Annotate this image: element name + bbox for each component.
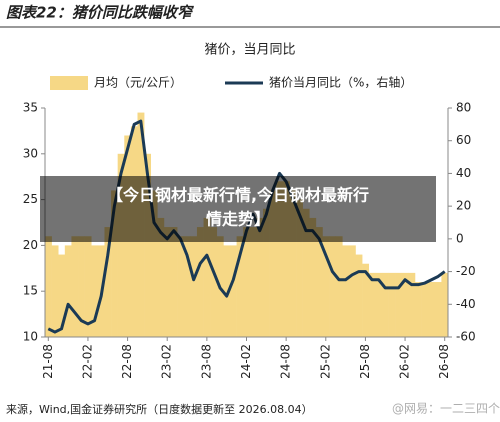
bar bbox=[249, 227, 257, 337]
x-tick-label: 24-08 bbox=[279, 344, 293, 379]
bar bbox=[335, 236, 343, 337]
legend-label: 月均（元/公斤） bbox=[94, 76, 182, 90]
source: 来源，Wind,国金证券研究所（日度数据更新至 2026.08.04） bbox=[6, 402, 313, 416]
bar bbox=[434, 282, 442, 337]
bar bbox=[104, 227, 112, 337]
bar bbox=[163, 227, 171, 337]
bar bbox=[362, 263, 370, 337]
bar bbox=[355, 254, 363, 337]
bar bbox=[441, 272, 449, 337]
x-tick-label: 26-02 bbox=[398, 344, 412, 379]
x-tick-label: 23-02 bbox=[160, 344, 174, 379]
y2-tick-label: 0 bbox=[456, 231, 464, 245]
y2-tick-label: -60 bbox=[456, 330, 476, 344]
bar bbox=[91, 245, 99, 337]
bar bbox=[381, 272, 389, 337]
bar bbox=[78, 236, 85, 337]
bar bbox=[348, 245, 356, 337]
y2-tick-label: 80 bbox=[456, 101, 471, 115]
bar bbox=[58, 254, 66, 337]
y-tick-label: 30 bbox=[23, 146, 38, 160]
bar bbox=[45, 236, 52, 337]
bar bbox=[196, 227, 204, 337]
bar bbox=[315, 227, 323, 337]
x-tick-label: 25-08 bbox=[358, 344, 372, 379]
watermark: @网易：一二三四个 bbox=[392, 402, 500, 416]
y-tick-label: 20 bbox=[23, 238, 38, 252]
bar bbox=[309, 217, 317, 337]
bar bbox=[329, 236, 336, 337]
bar bbox=[269, 190, 277, 337]
bar bbox=[276, 181, 284, 337]
y2-tick-label: 60 bbox=[456, 133, 471, 147]
y2-tick-label: 40 bbox=[456, 166, 471, 180]
bar bbox=[296, 199, 303, 337]
legend-label: 猪价当月同比（%，右轴） bbox=[269, 75, 412, 90]
bar bbox=[111, 190, 118, 337]
bar bbox=[428, 282, 436, 337]
bar bbox=[375, 272, 383, 337]
bar bbox=[243, 227, 251, 337]
bar bbox=[263, 208, 270, 337]
y-tick-label: 25 bbox=[23, 192, 38, 206]
bar bbox=[302, 208, 310, 337]
y-tick-label: 10 bbox=[23, 330, 38, 344]
bar bbox=[157, 217, 165, 337]
bar bbox=[170, 227, 178, 337]
figure-title: 图表22：猪价同比跌幅收窄 bbox=[6, 4, 195, 22]
chart-title: 猪价，当月同比 bbox=[204, 43, 295, 58]
bar bbox=[144, 153, 152, 337]
bar bbox=[183, 236, 191, 337]
x-tick-label: 26-08 bbox=[437, 344, 451, 379]
x-tick-label: 22-02 bbox=[80, 344, 94, 379]
bar bbox=[342, 245, 350, 337]
bar bbox=[223, 245, 231, 337]
bar bbox=[256, 217, 264, 337]
overlay-text: 【今日钢材最新行情,今日钢材最新行 bbox=[107, 186, 369, 205]
bar bbox=[395, 272, 403, 337]
x-tick-label: 21-08 bbox=[41, 344, 55, 379]
bar bbox=[84, 236, 92, 337]
bar bbox=[210, 227, 218, 337]
bar bbox=[177, 236, 185, 337]
y-tick-label: 35 bbox=[23, 101, 38, 115]
x-tick-label: 25-02 bbox=[318, 344, 332, 379]
bar bbox=[282, 181, 290, 337]
overlay-text: 情走势】 bbox=[206, 210, 270, 229]
bar bbox=[368, 272, 376, 337]
bar bbox=[414, 282, 422, 337]
y2-tick-label: -40 bbox=[456, 297, 476, 311]
bar bbox=[289, 190, 297, 337]
overlay-banner bbox=[40, 176, 436, 242]
bar bbox=[322, 236, 330, 337]
y2-tick-label: 20 bbox=[456, 199, 471, 213]
bar bbox=[150, 190, 158, 337]
bar bbox=[203, 217, 211, 337]
bar bbox=[64, 245, 72, 337]
plot: 月均（元/公斤） 猪价当月同比（%，右轴） 10 15 20 25 30 35 -60 -40 -2… bbox=[23, 75, 476, 379]
bar bbox=[236, 236, 244, 337]
y-tick-label: 15 bbox=[23, 284, 38, 298]
legend-swatch bbox=[50, 76, 88, 90]
x-tick-label: 24-02 bbox=[239, 344, 253, 379]
y2-tick-label: -20 bbox=[456, 264, 476, 278]
bar bbox=[421, 282, 429, 337]
bar bbox=[388, 272, 396, 337]
bar bbox=[71, 236, 79, 337]
bar bbox=[190, 236, 198, 337]
bar bbox=[117, 153, 125, 337]
x-tick-label: 23-08 bbox=[199, 344, 213, 379]
bar bbox=[229, 245, 237, 337]
bar bbox=[408, 272, 416, 337]
bar bbox=[51, 245, 59, 337]
bar bbox=[401, 272, 409, 337]
x-tick-label: 22-08 bbox=[120, 344, 134, 379]
